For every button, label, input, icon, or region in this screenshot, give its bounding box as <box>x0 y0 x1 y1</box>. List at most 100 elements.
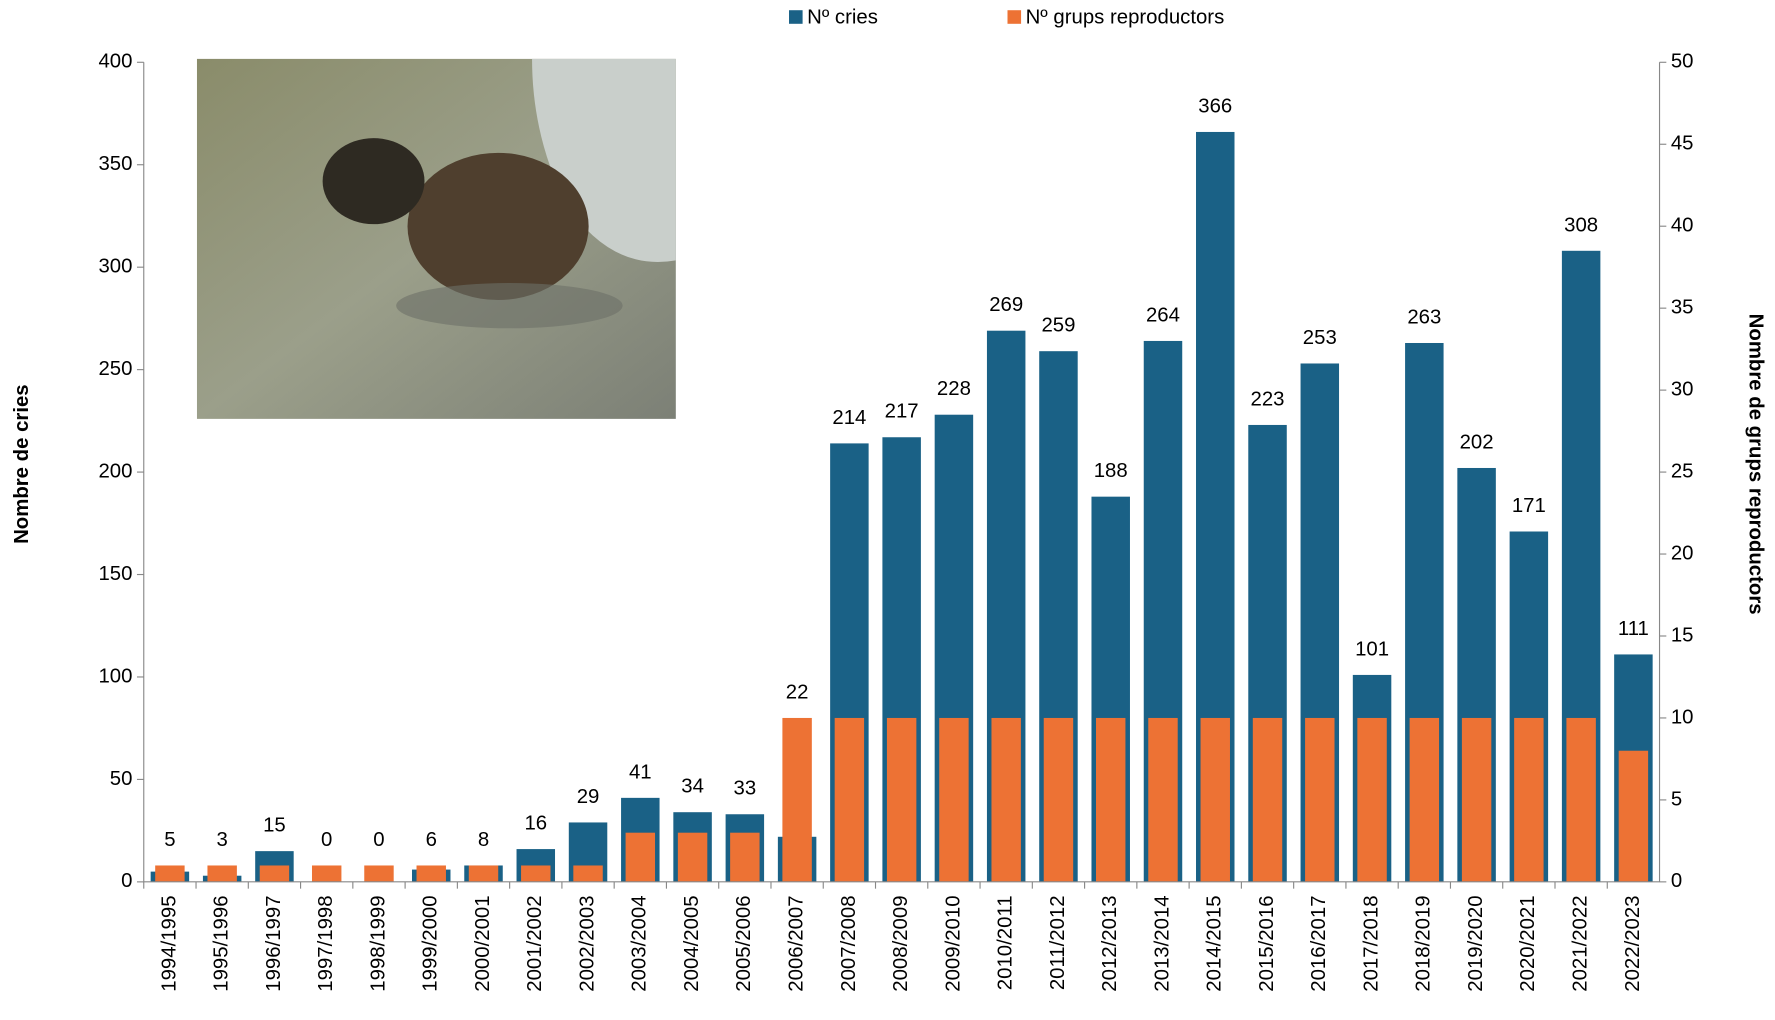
data-label: 29 <box>577 786 600 808</box>
x-tick-label: 2005/2006 <box>733 895 755 991</box>
data-label: 3 <box>217 829 228 851</box>
x-tick-label: 1994/1995 <box>158 895 180 991</box>
x-tick-label: 2018/2019 <box>1413 895 1435 991</box>
data-label: 217 <box>885 401 919 423</box>
data-label: 0 <box>321 829 332 851</box>
data-label: 111 <box>1618 618 1649 640</box>
y2-tick-label: 0 <box>1671 870 1682 892</box>
x-tick-label: 2015/2016 <box>1256 895 1278 991</box>
bar <box>678 833 707 882</box>
data-label: 308 <box>1564 214 1598 236</box>
bar <box>207 865 236 881</box>
data-label: 269 <box>989 294 1023 316</box>
x-tick-label: 2007/2008 <box>838 895 860 991</box>
data-label: 8 <box>478 829 489 851</box>
x-tick-label: 2021/2022 <box>1570 895 1592 991</box>
bar <box>1096 718 1125 882</box>
y2-tick-label: 30 <box>1671 378 1694 400</box>
x-tick-label: 2010/2011 <box>995 895 1017 990</box>
data-label: 263 <box>1407 306 1441 328</box>
data-label: 253 <box>1303 327 1337 349</box>
x-tick-label: 2020/2021 <box>1517 895 1539 991</box>
x-tick-label: 2003/2004 <box>629 895 651 991</box>
data-label: 202 <box>1460 431 1494 453</box>
bar <box>573 865 602 881</box>
bar <box>1410 718 1439 882</box>
bar <box>1253 718 1282 882</box>
y-tick-label: 400 <box>98 51 132 73</box>
bar <box>1201 718 1230 882</box>
y2-tick-label: 40 <box>1671 215 1694 237</box>
x-tick-label: 1996/1997 <box>263 895 285 991</box>
data-label: 264 <box>1146 304 1180 326</box>
bar <box>521 865 550 881</box>
bar <box>730 833 759 882</box>
data-label: 214 <box>832 407 866 429</box>
data-label: 366 <box>1198 95 1232 117</box>
y-tick-label: 0 <box>121 870 132 892</box>
data-label: 33 <box>734 778 757 800</box>
x-tick-label: 2004/2005 <box>681 895 703 991</box>
bar <box>260 865 289 881</box>
x-tick-label: 2011/2012 <box>1047 895 1069 990</box>
x-tick-label: 2002/2003 <box>576 895 598 991</box>
legend-label: Nº grups reproductors <box>1026 7 1225 29</box>
data-label: 16 <box>524 813 547 835</box>
bar <box>626 833 655 882</box>
x-tick-label: 2012/2013 <box>1099 895 1121 991</box>
page: Nombre de cries Nombre de grups reproduc… <box>0 0 1775 1020</box>
x-tick-label: 2008/2009 <box>890 895 912 991</box>
bar <box>1566 718 1595 882</box>
y-tick-label: 300 <box>98 256 132 278</box>
y-tick-label: 150 <box>98 563 132 585</box>
data-label: 228 <box>937 378 971 400</box>
y-tick-label: 50 <box>110 768 133 790</box>
chart: Nombre de cries Nombre de grups reproduc… <box>0 0 1775 1020</box>
x-tick-label: 2014/2015 <box>1204 895 1226 991</box>
y2-tick-label: 50 <box>1671 51 1694 73</box>
y2-tick-label: 5 <box>1671 788 1682 810</box>
bar <box>469 865 498 881</box>
bar <box>312 865 341 881</box>
bar <box>417 865 446 881</box>
x-tick-label: 1998/1999 <box>367 895 389 991</box>
x-tick-label: 2000/2001 <box>472 895 494 991</box>
x-tick-label: 2016/2017 <box>1308 895 1330 991</box>
y2-tick-label: 45 <box>1671 133 1694 155</box>
bar <box>939 718 968 882</box>
x-tick-label: 2001/2002 <box>524 895 546 991</box>
x-tick-label: 2017/2018 <box>1360 895 1382 991</box>
bar <box>155 865 184 881</box>
y2-tick-label: 10 <box>1671 706 1694 728</box>
legend-label: Nº cries <box>807 7 878 29</box>
x-tick-label: 1995/1996 <box>211 895 233 991</box>
y2-axis-title: Nombre de grups reproductors <box>1744 314 1766 615</box>
bar <box>991 718 1020 882</box>
data-label: 6 <box>426 829 437 851</box>
legend-swatch <box>789 10 803 24</box>
x-tick-label: 1997/1998 <box>315 895 337 991</box>
data-label: 188 <box>1094 460 1128 482</box>
y2-tick-label: 20 <box>1671 542 1694 564</box>
data-label: 41 <box>629 761 652 783</box>
bar <box>1357 718 1386 882</box>
y2-tick-label: 35 <box>1671 297 1694 319</box>
x-tick-label: 2013/2014 <box>1151 895 1173 991</box>
bar <box>1044 718 1073 882</box>
data-label: 171 <box>1512 495 1546 517</box>
y-axis-title: Nombre de cries <box>11 384 33 544</box>
bar <box>364 865 393 881</box>
data-label: 15 <box>263 815 286 837</box>
x-tick-label: 1999/2000 <box>420 895 442 991</box>
data-label: 34 <box>681 776 704 798</box>
bar <box>887 718 916 882</box>
y-tick-label: 100 <box>98 665 132 687</box>
bar <box>1148 718 1177 882</box>
bar <box>1619 751 1648 882</box>
data-label: 223 <box>1251 388 1285 410</box>
bar <box>835 718 864 882</box>
y-tick-label: 350 <box>98 153 132 175</box>
x-tick-label: 2006/2007 <box>785 895 807 991</box>
y-tick-label: 250 <box>98 358 132 380</box>
y2-tick-label: 25 <box>1671 460 1694 482</box>
